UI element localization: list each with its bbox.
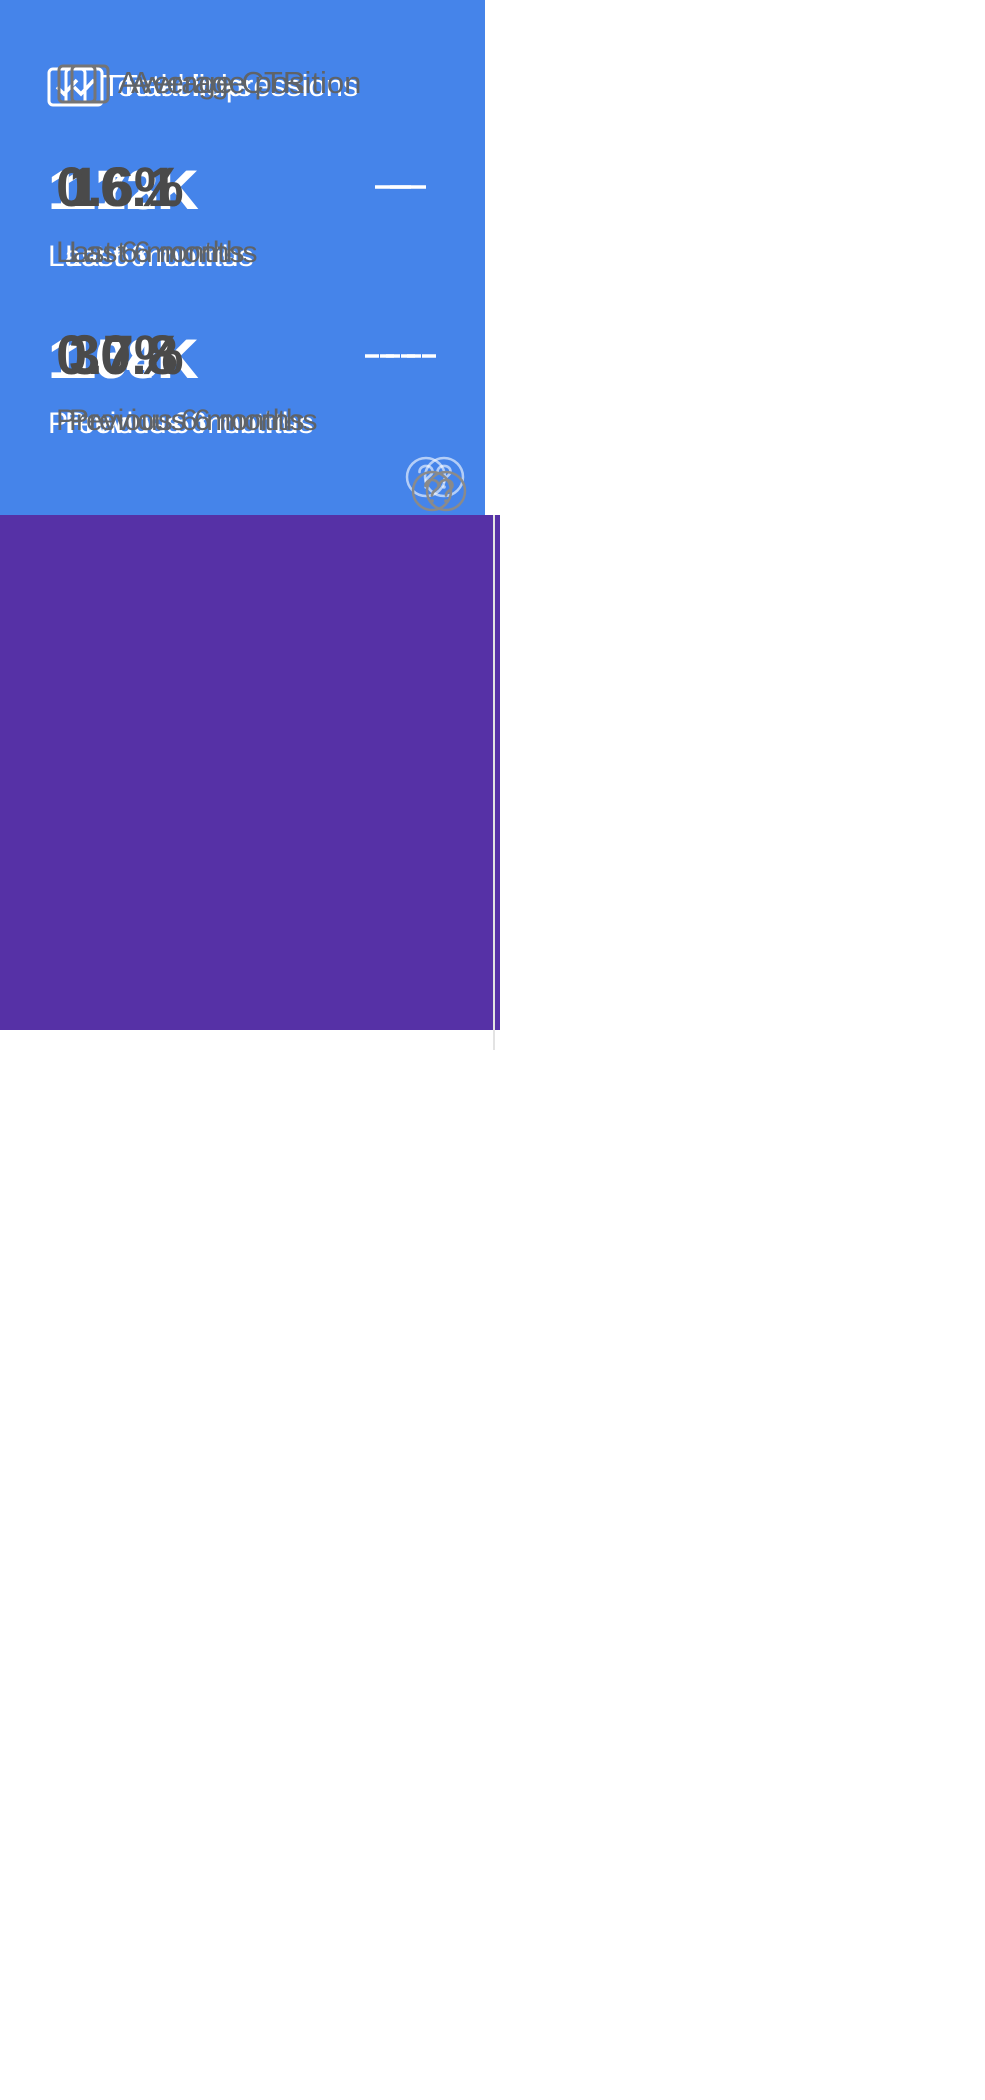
dashed-line-indicator <box>380 354 436 358</box>
metric-card[interactable]: Total clicks 1.12K Last 6 months 1.04K Previ… <box>0 0 485 515</box>
metric-value: 0.6% <box>56 155 184 218</box>
period-label: Previous 6 months <box>65 407 314 440</box>
metric-title: Average position <box>131 65 362 100</box>
metric-value: 16.1 <box>69 155 178 218</box>
metric-title: Total clicks <box>102 68 252 103</box>
period-label: Last 6 months <box>56 236 245 269</box>
period-label: Previous 6 months <box>69 404 318 437</box>
metric-value: 1.12K <box>48 158 198 221</box>
metric-value: 158K <box>65 327 199 390</box>
checkbox[interactable] <box>63 66 105 108</box>
period-label: Last 6 months <box>48 240 237 273</box>
period-label: Last 6 months <box>65 240 254 273</box>
page: {"cards": [ {"label": "Total clicks", "s… <box>0 0 500 1050</box>
solid-line-indicator <box>390 185 426 189</box>
metric-value: 30.8 <box>69 323 178 386</box>
period-label: Previous 6 months <box>48 407 297 440</box>
metric-title: Total impressions <box>119 68 359 103</box>
period-label: Previous 6 months <box>56 404 305 437</box>
metric-value: 173K <box>65 158 199 221</box>
divider <box>493 515 495 1050</box>
metric-card[interactable]: Average position 16.1 Last 6 months 30.8 Pre… <box>0 64 490 2100</box>
metric-card[interactable]: Total impressions 173K Last 6 months 158K Pr… <box>0 67 500 1030</box>
help-icon[interactable] <box>423 468 469 514</box>
metric-card[interactable]: Average CTR 0.6% Last 6 months 0.7% Previous… <box>0 64 493 1565</box>
metric-title: Average CTR <box>118 65 306 100</box>
metric-value: 0.7% <box>56 323 184 386</box>
metric-value: 1.04K <box>48 327 198 390</box>
period-label: Last 6 months <box>69 236 258 269</box>
checkbox[interactable] <box>69 63 111 105</box>
